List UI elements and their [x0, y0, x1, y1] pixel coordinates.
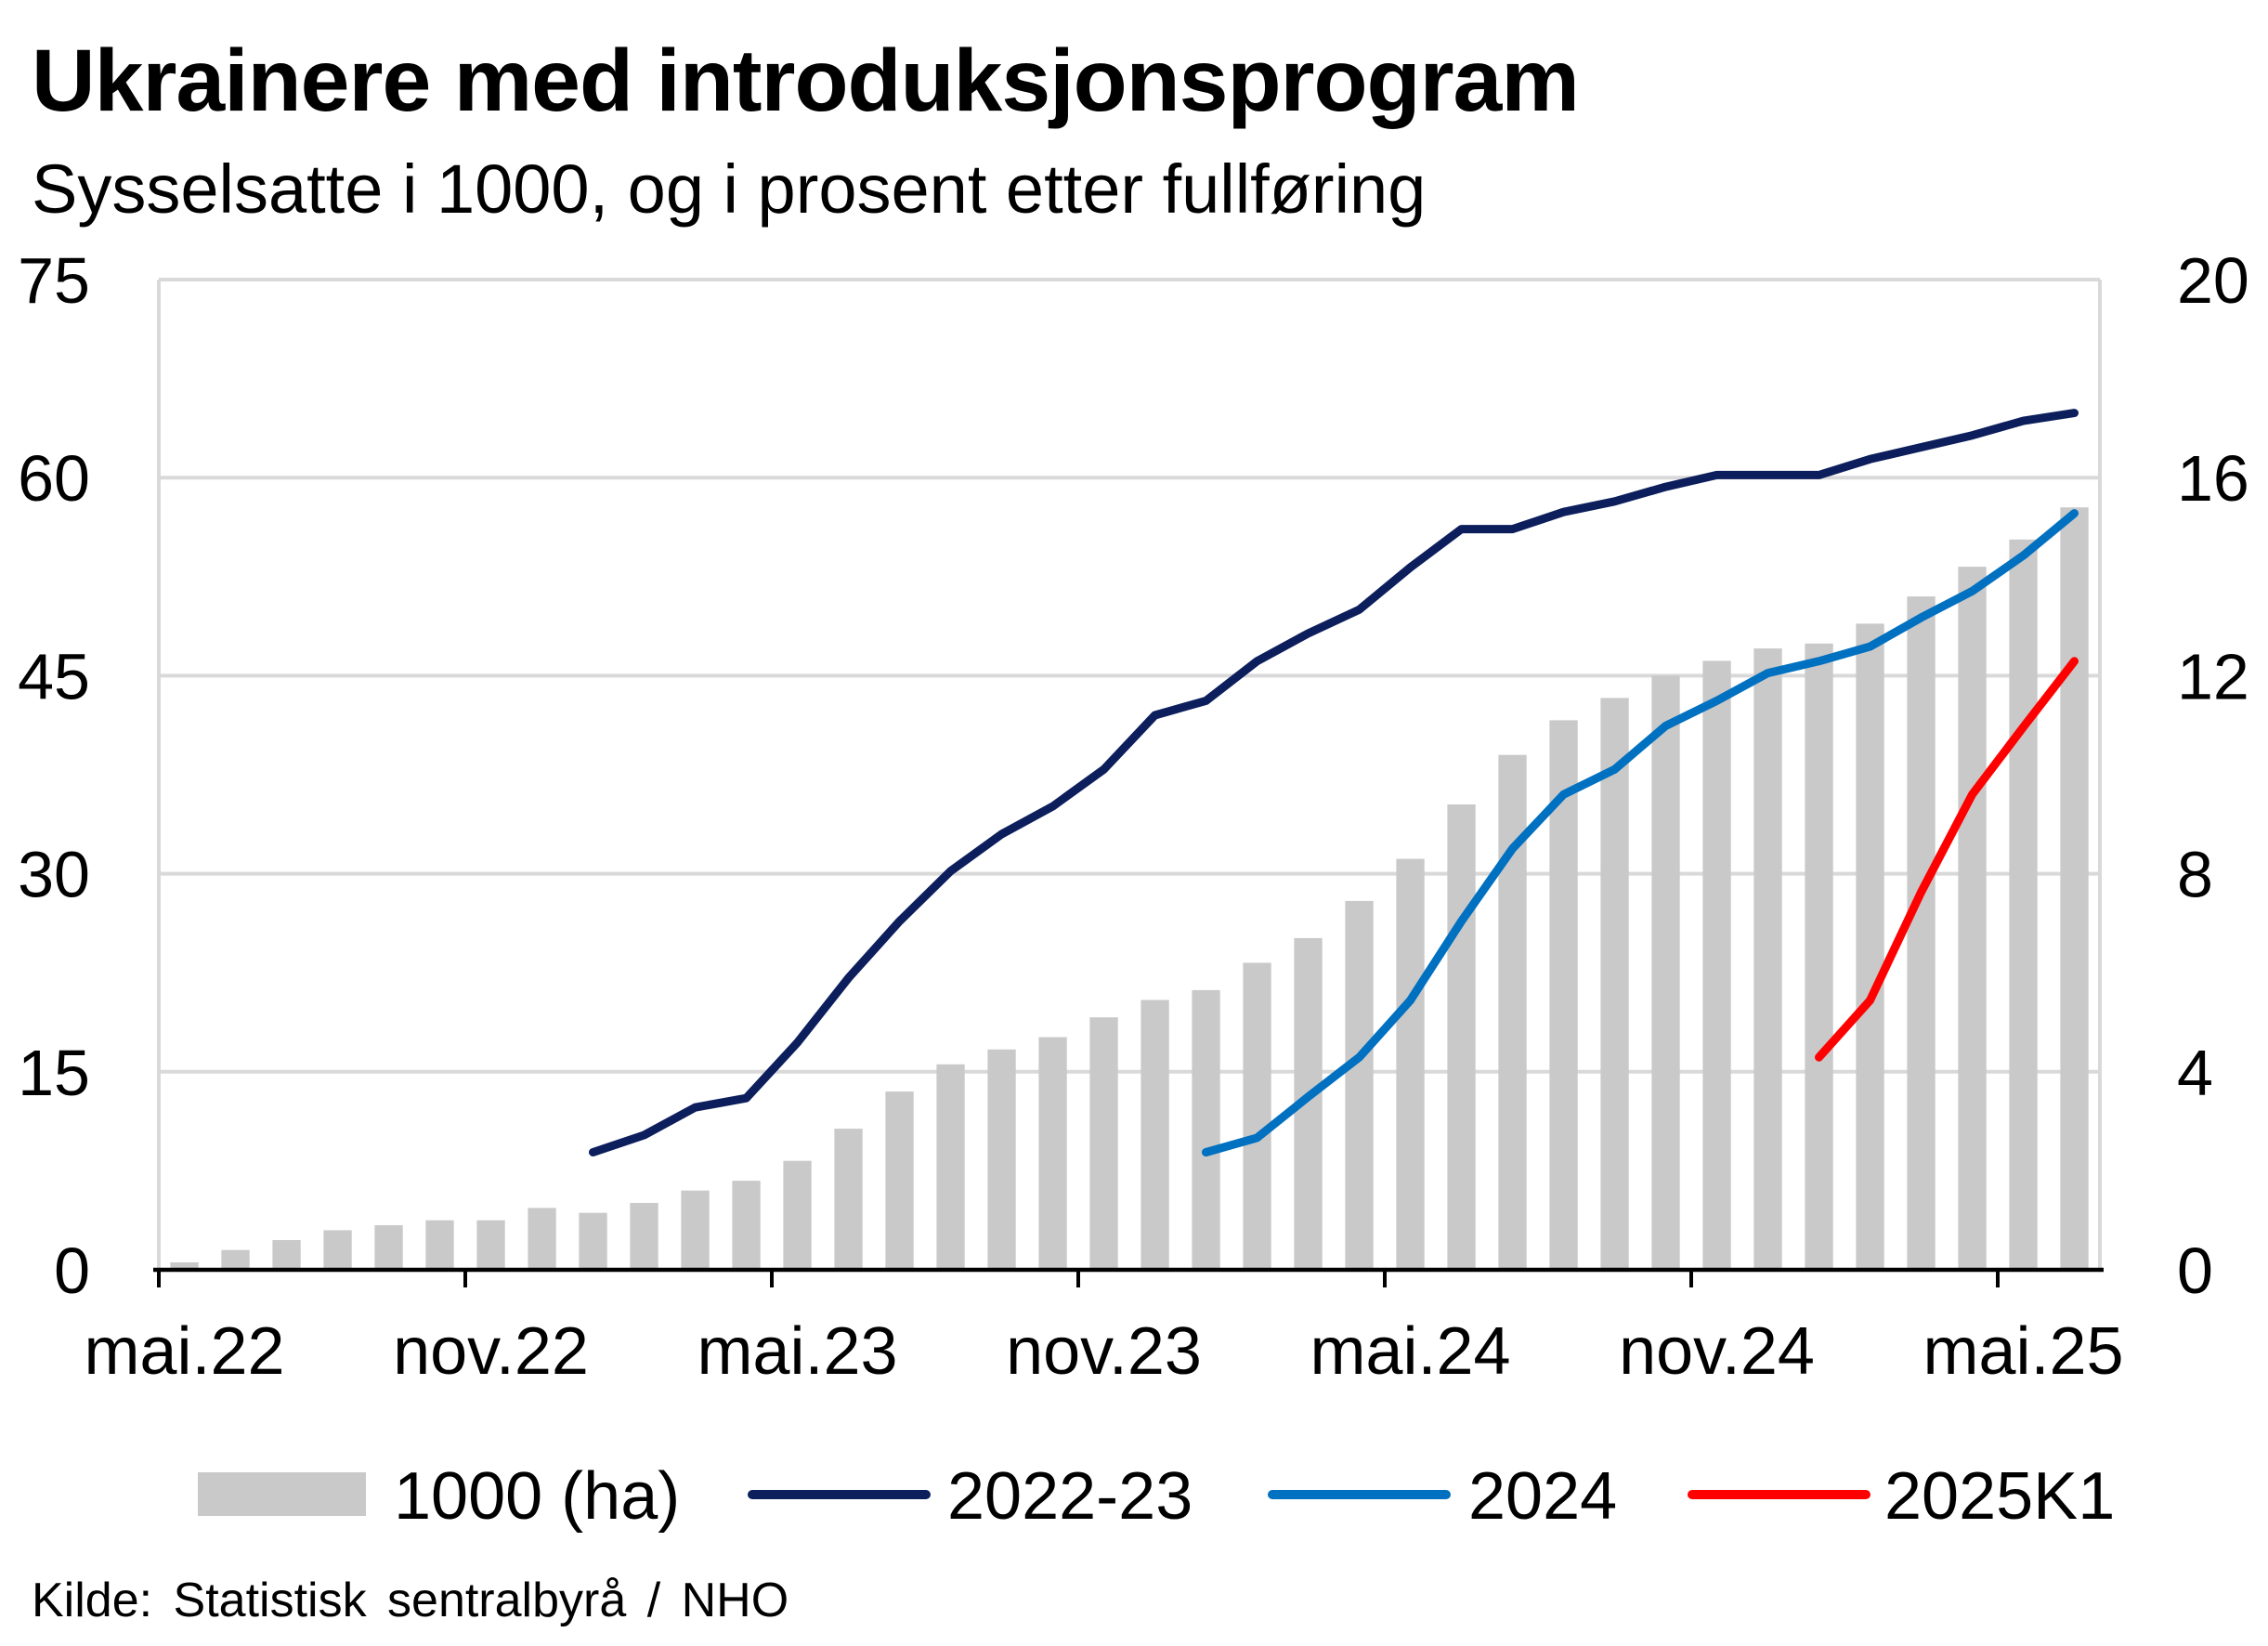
left-axis-tick-label: 15	[18, 1037, 90, 1109]
right-axis-tick-label: 12	[2177, 640, 2249, 712]
right-axis-tick-label: 8	[2177, 839, 2213, 911]
bar	[1907, 596, 1936, 1270]
bar	[681, 1190, 710, 1270]
bar	[834, 1129, 863, 1270]
right-axis-tick-label: 4	[2177, 1037, 2213, 1109]
legend-item-2022-23: 2022-23	[748, 1459, 1193, 1534]
series-line-2022-23	[589, 409, 2079, 1156]
bar	[1805, 643, 1833, 1270]
bar	[528, 1208, 556, 1270]
x-axis	[153, 1267, 2104, 1287]
bar	[783, 1160, 812, 1270]
legend-label-bars: 1000 (ha)	[394, 1459, 680, 1534]
bar	[1038, 1037, 1067, 1270]
legend-label-2025k1: 2025K1	[1884, 1459, 2115, 1534]
x-tick-label: mai.24	[1310, 1314, 1510, 1389]
left-axis-tick-labels: 0 15 30 45 60 75	[18, 244, 90, 1307]
bar	[1089, 1017, 1118, 1270]
x-tick-label: nov.23	[1006, 1314, 1202, 1389]
bar-series	[170, 507, 2089, 1270]
legend-swatch-bars	[198, 1472, 366, 1516]
bar	[1141, 999, 1169, 1270]
series-line-2024	[1202, 509, 2079, 1156]
right-axis-tick-label: 20	[2177, 244, 2249, 317]
x-tick-label: mai.22	[84, 1314, 284, 1389]
bar	[936, 1064, 965, 1270]
legend-item-bars: 1000 (ha)	[198, 1459, 680, 1534]
bar	[1702, 660, 1731, 1270]
bar	[2060, 507, 2089, 1270]
chart-title: Ukrainere med introduksjonsprogram	[32, 32, 1580, 130]
bar	[1753, 648, 1782, 1270]
left-axis-tick-label: 75	[18, 244, 90, 317]
x-axis-tick-labels: mai.22 nov.22 mai.23 nov.23 mai.24 nov.24 mai.…	[84, 1314, 2123, 1389]
bar	[1447, 804, 1476, 1270]
left-axis-tick-label: 0	[54, 1234, 90, 1307]
bar	[1600, 698, 1629, 1270]
bar	[1651, 675, 1680, 1270]
series-line-2025k1	[1815, 657, 2079, 1062]
right-axis-tick-label: 16	[2177, 442, 2249, 515]
bar	[1958, 567, 1987, 1270]
legend: 1000 (ha) 2022-23 2024 2025K1	[198, 1459, 2115, 1534]
bar	[425, 1220, 454, 1270]
legend-label-2024: 2024	[1468, 1459, 1617, 1534]
bar	[272, 1240, 301, 1270]
chart-subtitle: Sysselsatte i 1000, og i prosent etter f…	[32, 150, 1427, 228]
bar	[374, 1225, 403, 1270]
bar	[1856, 623, 1884, 1270]
legend-label-2022-23: 2022-23	[947, 1459, 1193, 1534]
bar	[170, 1262, 199, 1270]
bar	[1345, 900, 1374, 1270]
bar	[987, 1049, 1016, 1270]
bar	[630, 1203, 658, 1270]
bar	[732, 1181, 761, 1270]
bar	[1192, 989, 1220, 1270]
legend-item-2024: 2024	[1268, 1459, 1617, 1534]
x-tick-label: mai.23	[697, 1314, 897, 1389]
bar	[323, 1230, 352, 1270]
bar	[476, 1220, 505, 1270]
x-tick-label: mai.25	[1923, 1314, 2123, 1389]
bar	[579, 1212, 607, 1270]
left-axis-tick-label: 45	[18, 640, 90, 712]
source-note: Kilde: Statistisk sentralbyrå / NHO	[32, 1574, 789, 1627]
bar	[221, 1249, 250, 1270]
bar	[1549, 720, 1578, 1270]
line-series	[589, 409, 2079, 1156]
bar	[1243, 962, 1271, 1270]
x-tick-label: nov.22	[393, 1314, 589, 1389]
bar	[885, 1091, 914, 1270]
bar	[2009, 539, 2038, 1270]
x-tick-label: nov.24	[1619, 1314, 1815, 1389]
left-axis-tick-label: 30	[18, 839, 90, 911]
left-axis-tick-label: 60	[18, 442, 90, 515]
legend-item-2025k1: 2025K1	[1688, 1459, 2115, 1534]
right-axis-tick-labels: 0 4 8 12 16 20	[2177, 244, 2249, 1307]
right-axis-tick-label: 0	[2177, 1234, 2213, 1307]
bar	[1396, 858, 1425, 1270]
